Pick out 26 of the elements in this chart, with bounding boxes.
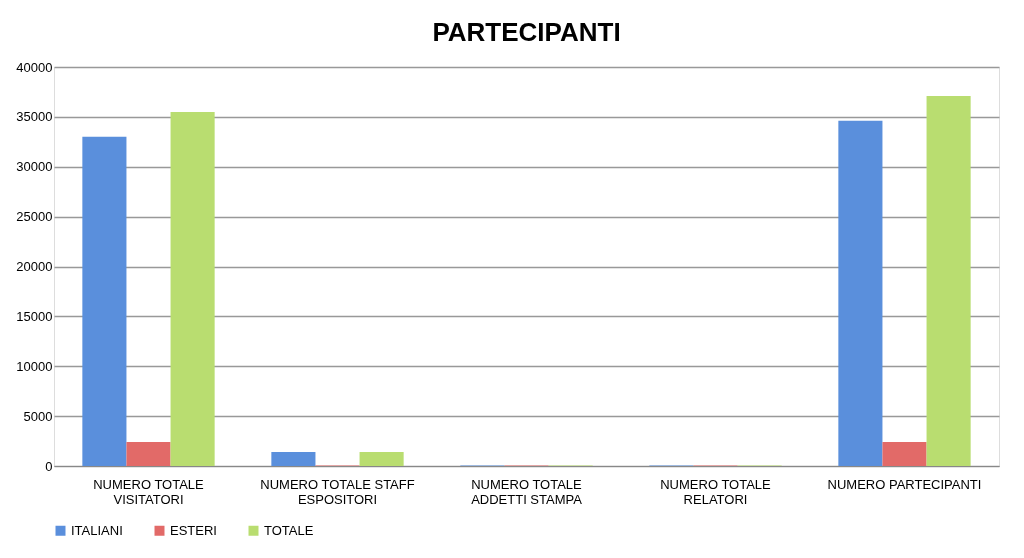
y-tick-label: 25000 — [16, 209, 53, 225]
chart-title: PARTECIPANTI — [432, 17, 621, 47]
bar — [170, 111, 215, 466]
bar — [838, 120, 883, 466]
y-tick-label: 35000 — [16, 109, 53, 125]
y-tick-label: 20000 — [16, 259, 53, 274]
legend-label: TOTALE — [264, 522, 314, 538]
y-tick-label: 30000 — [16, 159, 53, 175]
y-tick-label: 5000 — [23, 408, 53, 424]
x-tick-label: NUMERO TOTALE ADDETTI STAMPA — [471, 476, 583, 507]
legend-label: ESTERI — [170, 522, 217, 538]
bar — [882, 442, 927, 466]
y-tick-label: 15000 — [16, 308, 53, 324]
x-tick-label: NUMERO TOTALE STAFF ESPOSITORI — [260, 476, 415, 507]
bar — [82, 136, 127, 466]
y-tick-label: 0 — [45, 458, 53, 474]
y-tick-label: 10000 — [16, 358, 53, 374]
y-tick-label: 40000 — [16, 59, 53, 75]
x-tick-label: NUMERO TOTALE VISITATORI — [93, 476, 205, 507]
bar — [359, 452, 404, 466]
bar — [271, 452, 316, 466]
legend-label: ITALIANI — [71, 522, 123, 538]
x-tick-label: NUMERO PARTECIPANTI — [827, 476, 982, 492]
x-tick-label: NUMERO TOTALE RELATORI — [660, 476, 772, 507]
bar — [126, 442, 171, 466]
bar — [926, 95, 971, 466]
